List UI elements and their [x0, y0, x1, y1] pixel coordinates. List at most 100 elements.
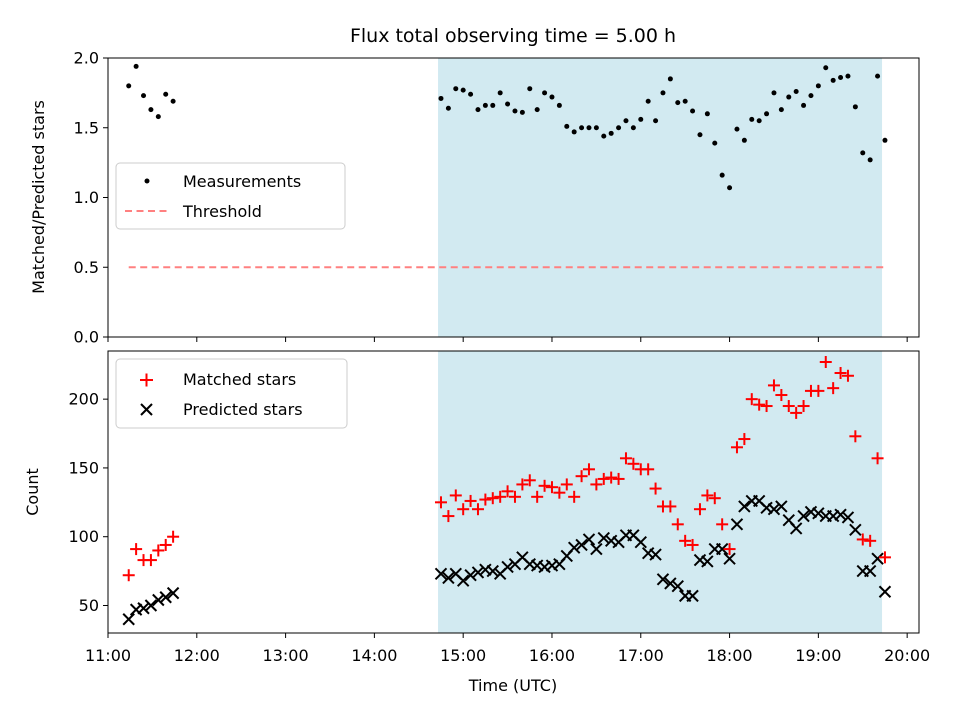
measurement-point: [704, 111, 710, 117]
predicted-stars-point: [715, 542, 729, 556]
predicted-stars-point: [486, 564, 499, 578]
matched-stars-point: [516, 478, 529, 491]
matched-stars-point: [159, 538, 172, 551]
matched-stars-point: [775, 389, 788, 402]
measurement-point: [497, 90, 503, 96]
matched-stars-point: [767, 379, 780, 392]
measurement-point: [148, 107, 154, 113]
legend-predicted-label: Predicted stars: [183, 400, 303, 419]
measurement-point: [468, 91, 474, 97]
predicted-stars-point: [567, 541, 581, 554]
measurement-points: [126, 63, 888, 191]
measurement-point: [741, 137, 747, 143]
measurement-point: [170, 98, 176, 104]
measurement-point: [749, 116, 755, 122]
top-legend: Measurements Threshold: [115, 162, 346, 230]
predicted-stars-point: [590, 542, 603, 556]
matched-stars-point: [878, 551, 891, 564]
predicted-stars-point: [789, 522, 803, 535]
matched-stars-point: [716, 518, 729, 531]
matched-stars-point: [122, 569, 135, 582]
matched-stars-point: [760, 400, 773, 413]
measurement-point: [460, 87, 466, 93]
matched-stars-point: [849, 430, 862, 443]
measurement-point: [453, 86, 459, 92]
y-tick-label: 1.5: [74, 118, 99, 137]
measurement-point: [727, 185, 733, 191]
matched-stars-point: [508, 490, 521, 503]
legend-measurements-label: Measurements: [183, 172, 301, 191]
measurement-point: [133, 63, 139, 69]
measurement-point: [126, 83, 132, 89]
measurement-point: [793, 88, 799, 94]
x-tick-label: 13:00: [263, 646, 309, 665]
x-tick-label: 16:00: [529, 646, 575, 665]
top-x-ticks: [107, 337, 908, 342]
top-axes: 0.0 0.5 1.0 1.5 2.0 Flux total observing tim…: [29, 25, 920, 347]
matched-stars-point: [812, 384, 825, 397]
legend-matched-marker: [140, 373, 153, 387]
predicted-stars-point: [664, 577, 677, 590]
x-tick-label: 20:00: [884, 646, 930, 665]
measurement-point: [542, 90, 548, 96]
predicted-stars-point: [812, 507, 825, 520]
measurement-point: [475, 107, 481, 113]
x-axis-label: Time (UTC): [468, 676, 557, 695]
predicted-stars-point: [797, 509, 810, 523]
matched-stars-point: [642, 463, 655, 476]
measurement-point: [734, 126, 740, 132]
measurement-point: [490, 102, 496, 108]
measurement-point: [801, 102, 807, 108]
measurement-point: [638, 116, 644, 122]
top-y-ticks: 0.0 0.5 1.0 1.5 2.0: [74, 49, 108, 347]
measurement-point: [778, 107, 784, 113]
matched-stars-point: [790, 406, 803, 419]
predicted-stars-point: [122, 613, 135, 626]
predicted-stars-point: [456, 574, 470, 587]
predicted-stars-point: [159, 591, 172, 604]
bottom-axes-frame: [107, 350, 920, 634]
predicted-stars-point: [471, 566, 485, 579]
matched-stars-point: [560, 478, 573, 491]
count-points: [122, 356, 892, 626]
x-tick-label: 15:00: [440, 646, 486, 665]
top-y-axis-label: Matched/Predicted stars: [29, 100, 48, 294]
measurement-point: [830, 77, 836, 83]
y-tick-label: 50: [79, 596, 99, 615]
measurement-point: [756, 118, 762, 124]
legend-matched-label: Matched stars: [183, 370, 296, 389]
y-tick-label: 150: [68, 458, 99, 477]
measurement-point: [586, 125, 592, 131]
matched-stars-point: [494, 490, 507, 503]
measurement-point: [697, 132, 703, 138]
predicted-stars-point: [701, 555, 714, 568]
matched-stars-point: [679, 534, 692, 547]
measurement-point: [675, 100, 681, 106]
matched-stars-point: [730, 441, 743, 454]
matched-stars-point: [827, 382, 840, 395]
predicted-stars-point: [152, 593, 165, 607]
legend-threshold-label: Threshold: [182, 202, 262, 221]
legend-measurements-marker: [144, 178, 150, 184]
matched-stars-point: [434, 496, 447, 509]
legend-predicted-marker: [140, 403, 153, 416]
predicted-stars-point: [686, 589, 699, 603]
measurement-point: [690, 108, 696, 114]
matched-stars-point: [597, 472, 610, 485]
measurement-point: [601, 133, 607, 139]
measurement-point: [623, 118, 629, 124]
matched-stars-point: [708, 492, 721, 505]
matched-stars-point: [457, 503, 470, 516]
measurement-point: [823, 65, 829, 71]
measurement-point: [719, 172, 725, 178]
measurement-point: [764, 111, 770, 117]
matched-stars-point: [464, 494, 477, 507]
predicted-stars-point: [775, 500, 788, 513]
matched-stars-point: [701, 489, 714, 502]
measurement-point: [438, 95, 444, 101]
y-tick-label: 100: [68, 527, 99, 546]
chart-title: Flux total observing time = 5.00 h: [350, 25, 676, 47]
predicted-stars-point: [730, 518, 744, 531]
predicted-stars-point: [841, 511, 855, 524]
